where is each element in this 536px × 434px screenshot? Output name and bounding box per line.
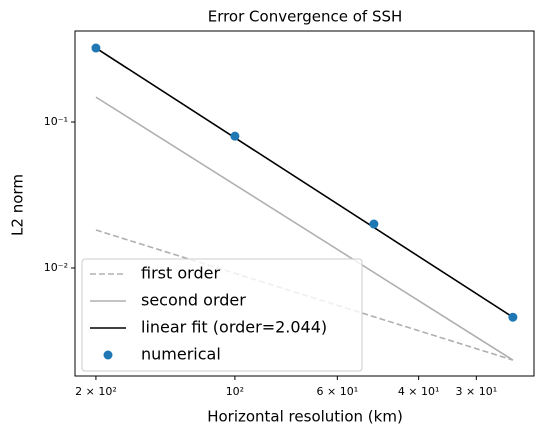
series-line	[95, 96, 514, 361]
x-tick-label: 4 × 10¹	[398, 385, 440, 398]
x-axis-label: Horizontal resolution (km)	[207, 408, 403, 426]
x-tick-label: 2 × 10²	[75, 385, 117, 398]
x-tick-label: 6 × 10¹	[317, 385, 359, 398]
series-line	[95, 47, 514, 318]
legend-label: linear fit (order=2.044)	[141, 318, 327, 337]
x-tick-label: 3 × 10¹	[456, 385, 498, 398]
y-tick-label: 10⁻¹	[44, 115, 68, 128]
x-tick-label: 10²	[226, 385, 244, 398]
data-point	[508, 312, 518, 322]
y-axis-label: L2 norm	[9, 174, 27, 236]
legend-marker	[103, 350, 113, 360]
y-tick-label: 10⁻²	[44, 261, 68, 274]
chart-title: Error Convergence of SSH	[208, 8, 403, 26]
legend-label: first order	[141, 264, 220, 283]
data-point	[91, 43, 101, 53]
legend-label: second order	[141, 291, 246, 310]
legend-box	[81, 258, 363, 372]
plot-frame	[74, 30, 535, 377]
legend-label: numerical	[141, 345, 221, 364]
data-point	[369, 219, 379, 229]
data-point	[230, 131, 240, 141]
